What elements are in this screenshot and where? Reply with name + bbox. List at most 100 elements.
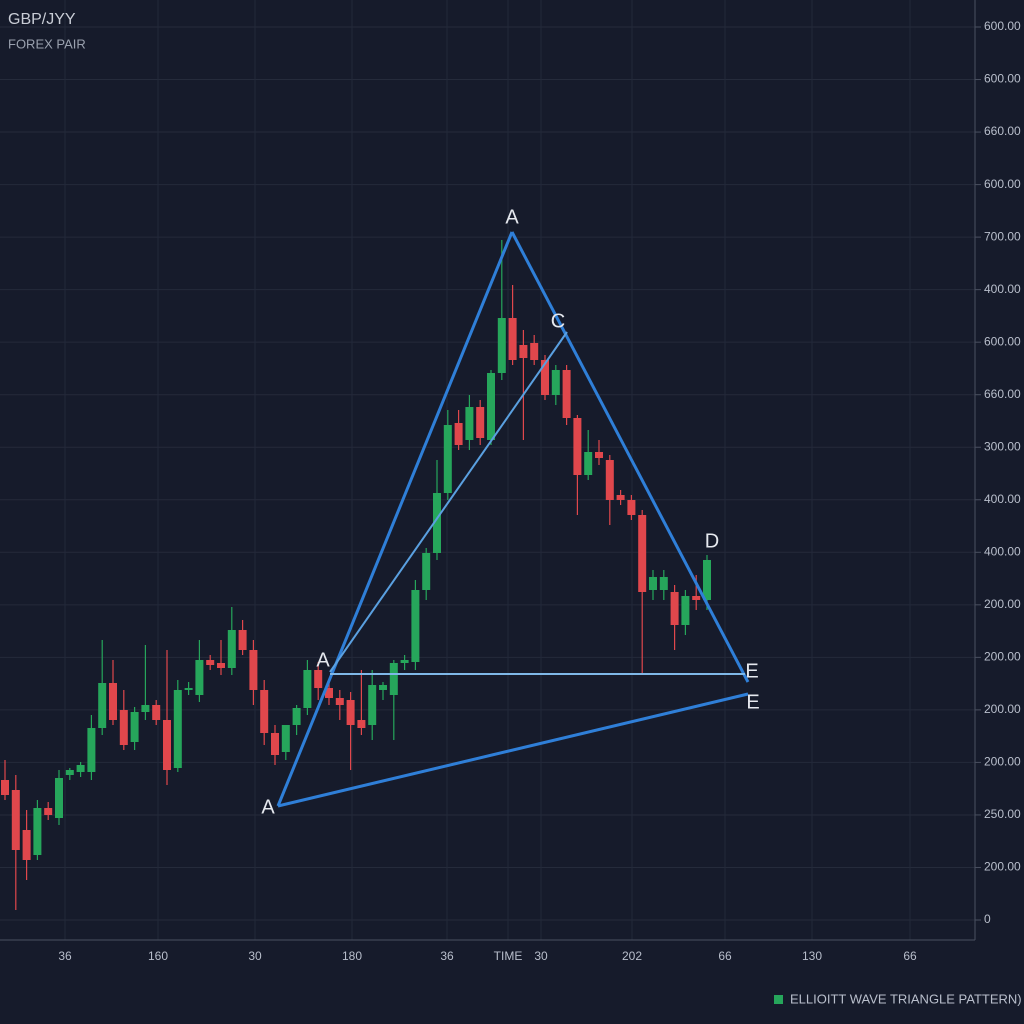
candle-body xyxy=(141,705,150,712)
price-label: 200.00 xyxy=(984,860,1021,874)
candle-body xyxy=(195,660,204,695)
price-label: 0 xyxy=(984,912,991,926)
time-label: 180 xyxy=(342,949,362,963)
legend-swatch xyxy=(774,995,783,1004)
price-label: 660.00 xyxy=(984,387,1021,401)
candle-body xyxy=(11,790,20,850)
price-label: 400.00 xyxy=(984,492,1021,506)
candle-body xyxy=(703,560,711,600)
chart-subtitle: FOREX PAIR xyxy=(8,36,86,51)
candle-body xyxy=(649,577,657,590)
candle-body xyxy=(638,515,647,592)
price-label: 700.00 xyxy=(984,229,1021,243)
price-label: 300.00 xyxy=(984,439,1021,453)
candle-body xyxy=(281,725,290,752)
time-label: 36 xyxy=(58,949,72,963)
time-label: 160 xyxy=(148,949,168,963)
candle-body xyxy=(389,663,398,695)
candle-body xyxy=(487,373,495,440)
candle-body xyxy=(227,630,236,668)
candle-body xyxy=(65,770,74,775)
price-label: 200.00 xyxy=(984,597,1021,611)
price-label: 400.00 xyxy=(984,544,1021,558)
pattern-line xyxy=(510,231,750,683)
candle-body xyxy=(465,407,474,440)
candle-body xyxy=(335,698,344,705)
pattern-label: D xyxy=(705,530,719,552)
candle-body xyxy=(314,670,323,688)
candle-body xyxy=(206,660,215,665)
pattern-label: C xyxy=(551,310,565,332)
candle-body xyxy=(33,808,42,855)
candle-body xyxy=(130,712,139,742)
candle-body xyxy=(238,630,247,650)
candle-body xyxy=(476,407,485,438)
pattern-label: A xyxy=(316,649,330,671)
time-label: 30 xyxy=(534,949,548,963)
candle-body xyxy=(670,592,679,625)
price-label: 660.00 xyxy=(984,124,1021,138)
price-label: 600.00 xyxy=(984,177,1021,191)
candle-body xyxy=(454,423,463,445)
price-label: 600.00 xyxy=(984,19,1021,33)
pattern-label: E xyxy=(746,691,759,713)
candle-body xyxy=(411,590,420,662)
candle-body xyxy=(584,452,593,475)
candle-body xyxy=(605,460,614,500)
pattern-line xyxy=(329,331,568,673)
candle-body xyxy=(443,425,452,493)
candle-body xyxy=(541,360,549,395)
time-label: 66 xyxy=(903,949,917,963)
price-label: 250.00 xyxy=(984,807,1021,821)
candle-body xyxy=(98,683,107,728)
price-label: 600.00 xyxy=(984,72,1021,86)
candle-body xyxy=(616,495,625,500)
candle-body xyxy=(519,345,528,358)
chart-title: GBP/JYY xyxy=(8,11,76,28)
candle-body xyxy=(433,493,441,553)
price-label: 400.00 xyxy=(984,282,1021,296)
pattern-line xyxy=(276,231,514,807)
candle-body xyxy=(357,720,366,728)
candle-body xyxy=(497,318,506,373)
candle-body xyxy=(44,808,53,815)
candle-body xyxy=(530,343,539,360)
time-label: 36 xyxy=(440,949,454,963)
candle-body xyxy=(325,688,333,698)
candle-body xyxy=(87,728,96,772)
candle-body xyxy=(303,670,312,708)
candle-body xyxy=(119,710,128,745)
pattern-lines xyxy=(276,231,750,808)
price-label: 200.00 xyxy=(984,650,1021,664)
time-label: TIME xyxy=(494,949,523,963)
pattern-label: A xyxy=(505,206,519,228)
price-label: 600.00 xyxy=(984,334,1021,348)
pattern-line xyxy=(277,692,749,808)
candle-body xyxy=(562,370,571,418)
candle-body xyxy=(152,705,161,720)
legend-label: ELLIOITT WAVE TRIANGLE PATTERN) xyxy=(790,991,1022,1006)
candle-body xyxy=(659,577,668,590)
time-label: 130 xyxy=(802,949,822,963)
candle-body xyxy=(217,663,225,668)
candle-body xyxy=(573,418,582,475)
time-label: 66 xyxy=(718,949,732,963)
candle-body xyxy=(249,650,258,690)
grid xyxy=(0,0,975,940)
price-label: 200.00 xyxy=(984,702,1021,716)
candle-body xyxy=(692,596,701,600)
candle-body xyxy=(422,553,431,590)
candle-body xyxy=(681,596,690,625)
candle-body xyxy=(109,683,117,720)
candle-body xyxy=(400,660,409,663)
candle-body xyxy=(551,370,560,395)
candle-body xyxy=(260,690,269,733)
candle-body xyxy=(271,733,279,755)
candle-body xyxy=(627,500,636,515)
pattern-label: E xyxy=(745,660,758,682)
time-label: 202 xyxy=(622,949,642,963)
candles xyxy=(1,240,711,910)
candle-body xyxy=(55,778,63,818)
pattern-label: A xyxy=(261,796,275,818)
